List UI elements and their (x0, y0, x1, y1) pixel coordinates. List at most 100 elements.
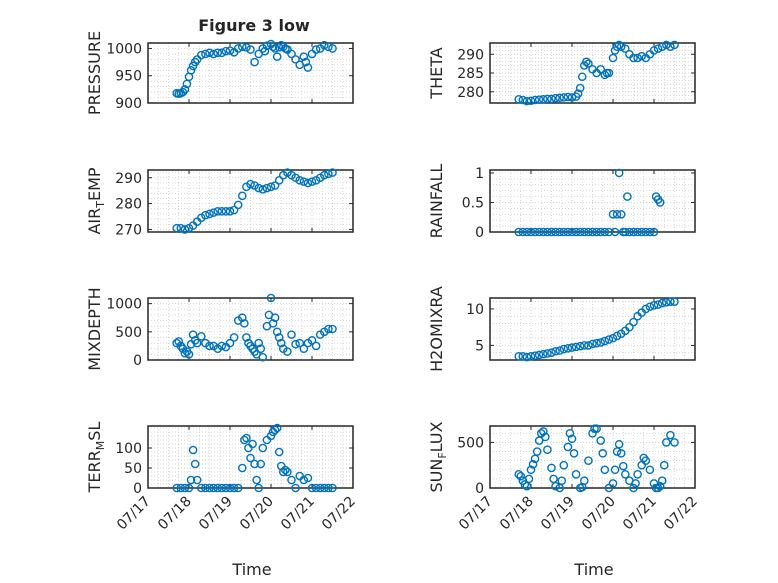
data-point (592, 338, 601, 348)
y-tick-label: 900 (115, 96, 142, 112)
data-point (262, 41, 272, 51)
data-point (573, 89, 583, 98)
data-point (514, 470, 524, 479)
series-markers (172, 39, 337, 99)
data-point (670, 40, 679, 50)
data-point (303, 63, 313, 72)
data-point (299, 52, 309, 61)
y-axis-label: H2OMIXRA (427, 286, 446, 372)
data-point (188, 445, 198, 455)
data-point (629, 317, 638, 327)
data-point (270, 181, 280, 190)
data-point (528, 459, 538, 469)
data-point (555, 93, 565, 103)
data-point (311, 341, 321, 351)
x-tick-label: 07/22 (319, 494, 359, 534)
x-tick-label: 07/18 (155, 494, 195, 534)
data-point (186, 475, 196, 485)
x-axis-label-left: Time (231, 560, 271, 579)
data-point (629, 53, 638, 63)
y-axis-label: TERRMSL (85, 422, 107, 494)
data-point (229, 333, 239, 342)
data-point (522, 96, 532, 106)
y-axis-label: MIXDEPTH (85, 287, 104, 370)
x-tick-label: 07/18 (497, 494, 537, 534)
data-point (315, 483, 325, 493)
data-point (213, 483, 222, 493)
x-tick-label: 07/17 (456, 494, 496, 534)
data-point (604, 68, 614, 78)
gridlines (147, 170, 354, 232)
data-point (526, 96, 536, 106)
data-point (283, 347, 292, 356)
data-point (612, 331, 622, 341)
subplot-sun-flux: 0 500 07/17 07/18 07/19 07/20 07/21 07/22 SUNFLU… (427, 421, 701, 533)
y-tick-label: 1000 (106, 41, 142, 57)
data-point (614, 168, 624, 178)
y-tick-label: 5 (475, 338, 484, 354)
x-tick-label: 07/20 (579, 494, 619, 534)
data-point (543, 445, 552, 455)
data-point (307, 483, 317, 493)
data-point (584, 227, 593, 237)
subplot-h2omixra: 5 10 H2OMIXRA (427, 286, 696, 372)
data-point (258, 352, 268, 362)
data-point (254, 183, 264, 193)
subplot-rainfall: 0 0.5 1 RAINFALL (427, 164, 696, 241)
axes-frame (147, 297, 354, 361)
data-point (514, 227, 524, 237)
data-point (328, 44, 337, 53)
y-axis-label: THETA (427, 47, 446, 99)
data-point (205, 209, 214, 219)
data-point (645, 465, 655, 475)
data-point (657, 476, 667, 486)
data-point (551, 481, 560, 491)
series-markers (514, 297, 679, 362)
data-point (600, 336, 610, 346)
y-tick-label: 280 (115, 197, 142, 213)
data-point (266, 293, 276, 303)
y-tick-label: 500 (457, 435, 484, 451)
data-point (237, 42, 247, 52)
x-tick-label: 07/21 (620, 494, 660, 534)
data-point (621, 470, 630, 479)
data-point (666, 42, 675, 52)
data-point (534, 350, 544, 360)
x-tick-label: 07/22 (661, 494, 701, 534)
data-point (268, 319, 278, 328)
data-point (240, 435, 249, 445)
y-tick-label: 0.5 (462, 195, 484, 211)
data-point (272, 52, 282, 61)
data-point (209, 208, 218, 217)
data-point (604, 227, 614, 237)
data-point (653, 483, 663, 493)
y-tick-label: 0 (133, 353, 142, 369)
data-point (614, 40, 624, 50)
data-point (637, 51, 647, 61)
data-point (662, 40, 671, 50)
data-point (201, 483, 210, 493)
data-point (254, 338, 264, 348)
data-point (584, 341, 593, 350)
data-point (514, 352, 524, 361)
data-point (295, 338, 305, 348)
data-point (610, 465, 620, 475)
data-point (514, 94, 524, 104)
data-point (256, 459, 266, 469)
data-point (534, 95, 544, 104)
data-point (176, 223, 186, 233)
data-point (518, 352, 528, 361)
data-point (629, 483, 638, 493)
y-tick-label: 50 (124, 461, 142, 477)
data-point (184, 350, 194, 359)
data-point (657, 298, 667, 308)
data-point (559, 344, 569, 354)
data-point (246, 453, 255, 463)
data-point (205, 341, 214, 351)
data-point (580, 227, 589, 237)
data-point (172, 223, 181, 233)
data-point (547, 463, 556, 473)
data-point (266, 182, 276, 192)
